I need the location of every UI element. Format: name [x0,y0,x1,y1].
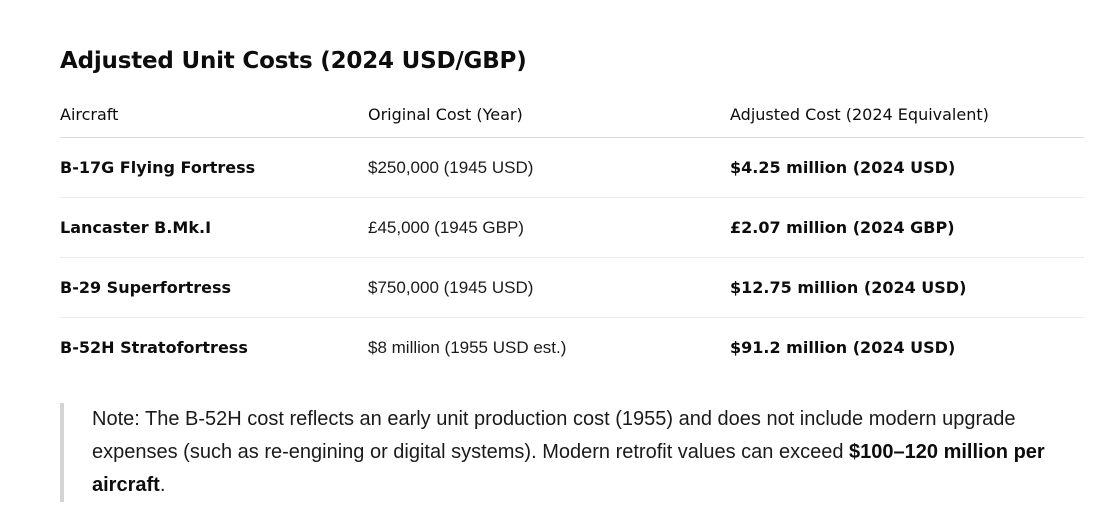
table-row: B-17G Flying Fortress $250,000 (1945 USD… [60,137,1084,198]
original-cost-cell: $8 million (1955 USD est.) [368,337,567,357]
aircraft-cell: B-52H Stratofortress [60,338,248,357]
aircraft-cell: Lancaster B.Mk.I [60,197,368,258]
adjusted-cost-cell: $4.25 million (2024 USD) [730,137,1084,198]
table-row: B-29 Superfortress $750,000 (1945 USD) $… [60,257,1084,318]
adjusted-cost-cell: $12.75 million (2024 USD) [730,257,1084,318]
cost-table: Aircraft Original Cost (Year) Adjusted C… [60,92,1084,377]
table-row: B-52H Stratofortress $8 million (1955 US… [60,318,1084,378]
section-heading: Adjusted Unit Costs (2024 USD/GBP) [60,48,527,74]
original-cost-cell: $250,000 (1945 USD) [368,137,730,198]
table-header-row: Aircraft Original Cost (Year) Adjusted C… [60,92,1084,138]
note-blockquote: Note: The B-52H cost reflects an early u… [60,403,1092,502]
original-cost-cell: $750,000 (1945 USD) [368,257,730,318]
adjusted-cost-cell: $91.2 million (2024 USD) [730,338,956,357]
aircraft-cell: B-17G Flying Fortress [60,137,368,198]
note-text: Note: The B-52H cost reflects an early u… [92,408,1016,463]
column-header-adjusted-cost: Adjusted Cost (2024 Equivalent) [730,92,1084,138]
note-end: . [159,474,166,496]
column-header-original-cost: Original Cost (Year) [368,92,730,138]
original-cost-cell: £45,000 (1945 GBP) [368,197,730,258]
adjusted-cost-cell: £2.07 million (2024 GBP) [730,197,1084,258]
column-header-aircraft: Aircraft [60,92,368,138]
note-highlight: $100–120 million per aircraft [92,441,1045,496]
table-row: Lancaster B.Mk.I £45,000 (1945 GBP) £2.0… [60,197,1084,258]
aircraft-cell: B-29 Superfortress [60,257,368,318]
